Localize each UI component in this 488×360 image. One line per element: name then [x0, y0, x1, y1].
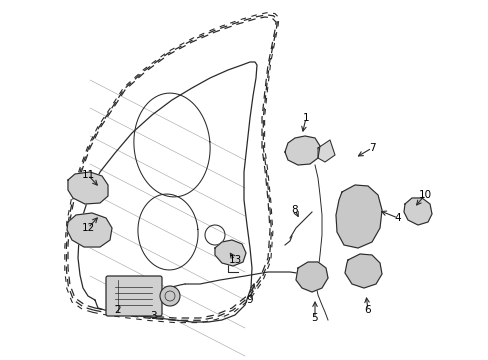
Text: 13: 13: [228, 255, 241, 265]
Text: 10: 10: [418, 190, 431, 200]
Text: 3: 3: [149, 311, 156, 321]
Text: 6: 6: [364, 305, 370, 315]
Polygon shape: [67, 213, 112, 247]
Circle shape: [160, 286, 180, 306]
Text: 4: 4: [394, 213, 401, 223]
Text: 7: 7: [368, 143, 375, 153]
Polygon shape: [345, 254, 381, 288]
Text: 9: 9: [246, 295, 253, 305]
Text: 11: 11: [81, 170, 95, 180]
Polygon shape: [317, 140, 334, 162]
Text: 2: 2: [115, 305, 121, 315]
Polygon shape: [285, 136, 319, 165]
Polygon shape: [403, 198, 431, 225]
Text: 12: 12: [81, 223, 95, 233]
Polygon shape: [335, 185, 381, 248]
Text: 1: 1: [302, 113, 309, 123]
Polygon shape: [68, 172, 108, 204]
Polygon shape: [295, 262, 327, 292]
FancyBboxPatch shape: [106, 276, 162, 316]
Text: 5: 5: [311, 313, 318, 323]
Text: 8: 8: [291, 205, 298, 215]
Polygon shape: [215, 240, 245, 266]
